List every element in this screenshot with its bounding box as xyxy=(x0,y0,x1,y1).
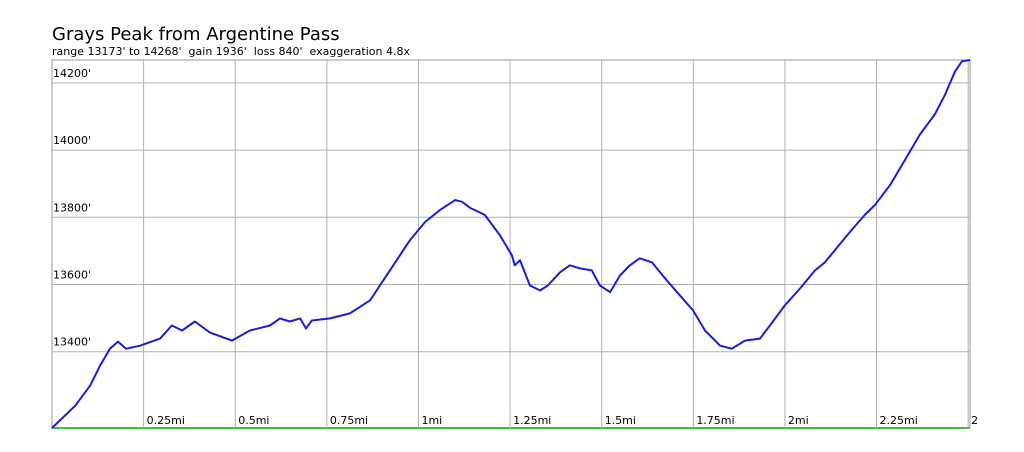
x-tick-label: 2.25mi xyxy=(880,414,918,427)
x-tick-label: 2 xyxy=(971,414,978,427)
elevation-line xyxy=(51,59,971,429)
x-tick-label: 0.5mi xyxy=(238,414,269,427)
x-tick-label: 1.75mi xyxy=(696,414,734,427)
x-tick-label: 0.75mi xyxy=(330,414,368,427)
y-tick-label: 13800' xyxy=(53,201,91,214)
x-tick-label: 2mi xyxy=(788,414,809,427)
x-tick-label: 1.5mi xyxy=(605,414,636,427)
chart-title: Grays Peak from Argentine Pass xyxy=(52,24,340,45)
y-tick-label: 13400' xyxy=(53,336,91,349)
x-tick-label: 1.25mi xyxy=(513,414,551,427)
plot-frame xyxy=(51,59,971,429)
y-tick-label: 14000' xyxy=(53,134,91,147)
chart-subtitle: range 13173' to 14268' gain 1936' loss 8… xyxy=(52,45,410,58)
y-tick-label: 13600' xyxy=(53,268,91,281)
x-tick-label: 0.25mi xyxy=(147,414,185,427)
y-tick-label: 14200' xyxy=(53,67,91,80)
x-tick-label: 1mi xyxy=(421,414,442,427)
